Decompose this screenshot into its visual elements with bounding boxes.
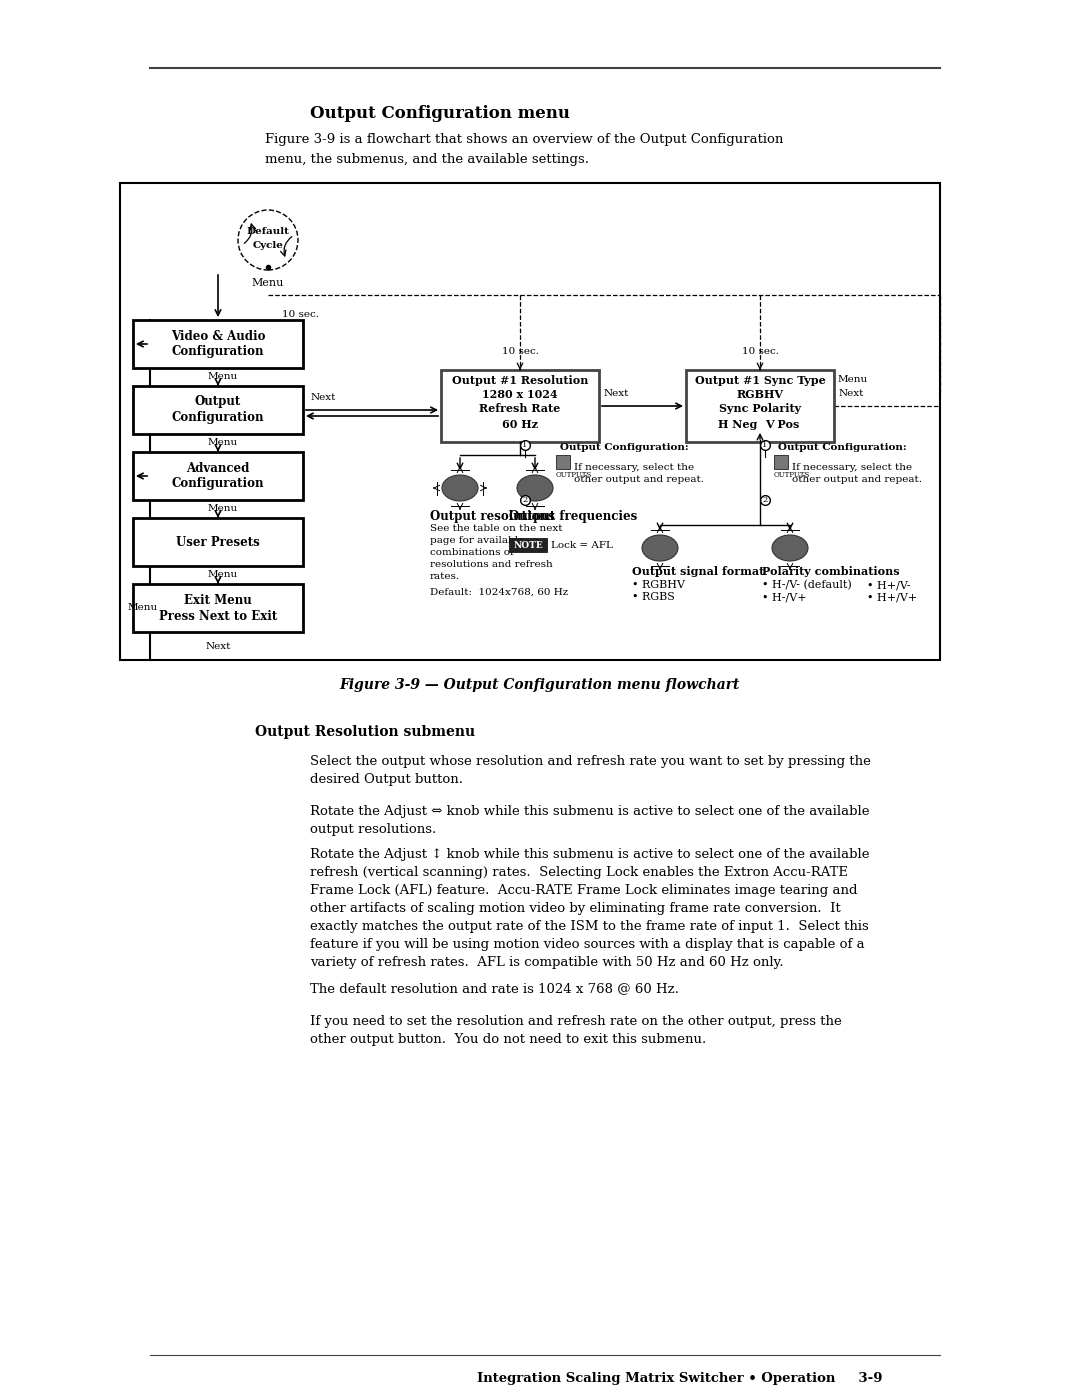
Bar (509, 538, 546, 552)
Text: Default:  1024x768, 60 Hz: Default: 1024x768, 60 Hz (430, 588, 568, 597)
Bar (686, 370, 834, 441)
Bar (133, 518, 303, 566)
Text: OUTPUTS: OUTPUTS (556, 471, 592, 479)
Text: Next: Next (604, 388, 630, 398)
Text: Next: Next (839, 388, 864, 398)
Text: Next: Next (311, 393, 336, 402)
Text: Rotate the Adjust ↕ knob while this submenu is active to select one of the avail: Rotate the Adjust ↕ knob while this subm… (310, 848, 869, 861)
Ellipse shape (517, 475, 553, 502)
Text: If you need to set the resolution and refresh rate on the other output, press th: If you need to set the resolution and re… (310, 1016, 841, 1028)
Text: Output signal format: Output signal format (632, 566, 765, 577)
Text: Lock = AFL: Lock = AFL (551, 541, 612, 549)
Text: Advanced
Configuration: Advanced Configuration (172, 461, 265, 490)
Bar (133, 584, 303, 631)
Text: Cycle: Cycle (253, 242, 283, 250)
Text: OUTPUTS: OUTPUTS (774, 471, 810, 479)
Text: 10 sec.: 10 sec. (282, 310, 319, 319)
Text: • H-/V- (default): • H-/V- (default) (762, 580, 852, 591)
Ellipse shape (642, 535, 678, 562)
Text: Menu: Menu (252, 278, 284, 288)
Text: Video & Audio
Configuration: Video & Audio Configuration (171, 330, 266, 359)
Text: NOTE: NOTE (513, 541, 543, 549)
Text: See the table on the next: See the table on the next (430, 524, 563, 534)
Text: Select the output whose resolution and refresh rate you want to set by pressing : Select the output whose resolution and r… (310, 754, 870, 787)
Text: 2: 2 (523, 496, 528, 504)
Text: Output frequencies: Output frequencies (509, 510, 637, 522)
Text: The default resolution and rate is 1024 x 768 @ 60 Hz.: The default resolution and rate is 1024 … (310, 982, 679, 995)
Text: Output Configuration menu: Output Configuration menu (310, 105, 570, 122)
Text: rates.: rates. (430, 571, 460, 581)
Text: Polarity combinations: Polarity combinations (762, 566, 900, 577)
Text: menu, the submenus, and the available settings.: menu, the submenus, and the available se… (265, 154, 589, 166)
Text: If necessary, select the: If necessary, select the (792, 462, 913, 472)
Text: Output Configuration:: Output Configuration: (561, 443, 689, 453)
Text: 60 Hz: 60 Hz (502, 419, 538, 429)
Text: other output and repeat.: other output and repeat. (792, 475, 922, 483)
Bar (120, 183, 940, 659)
Text: • H-/V+: • H-/V+ (762, 592, 807, 602)
Bar (133, 453, 303, 500)
Text: Integration Scaling Matrix Switcher • Operation     3-9: Integration Scaling Matrix Switcher • Op… (477, 1372, 882, 1384)
Text: Figure 3-9 is a flowchart that shows an overview of the Output Configuration: Figure 3-9 is a flowchart that shows an … (265, 133, 783, 147)
Text: RGBHV: RGBHV (737, 390, 783, 401)
Text: • H+/V-: • H+/V- (867, 580, 910, 590)
Bar (774, 455, 788, 469)
Text: 1: 1 (762, 441, 768, 448)
Text: other output and repeat.: other output and repeat. (573, 475, 704, 483)
Text: Output
Configuration: Output Configuration (172, 395, 265, 425)
Bar (133, 320, 303, 367)
Text: 1280 x 1024: 1280 x 1024 (482, 390, 557, 401)
Text: Refresh Rate: Refresh Rate (480, 404, 561, 415)
Text: other output button.  You do not need to exit this submenu.: other output button. You do not need to … (310, 1032, 706, 1046)
Ellipse shape (772, 535, 808, 562)
Text: Rotate the Adjust ⇔ knob while this submenu is active to select one of the avail: Rotate the Adjust ⇔ knob while this subm… (310, 805, 869, 837)
Text: Output #1 Resolution: Output #1 Resolution (451, 376, 589, 387)
Text: Menu: Menu (838, 374, 868, 384)
Text: Menu: Menu (208, 570, 238, 578)
Text: Figure 3-9 — Output Configuration menu flowchart: Figure 3-9 — Output Configuration menu f… (340, 678, 740, 692)
Text: • RGBS: • RGBS (632, 592, 675, 602)
Text: Output resolutions: Output resolutions (430, 510, 555, 522)
Text: exactly matches the output rate of the ISM to the frame rate of input 1.  Select: exactly matches the output rate of the I… (310, 921, 868, 933)
Text: Sync Polarity: Sync Polarity (719, 404, 801, 415)
Text: H Neg: H Neg (718, 419, 758, 429)
Text: Menu: Menu (129, 604, 158, 612)
Text: User Presets: User Presets (176, 535, 260, 549)
Text: Exit Menu
Press Next to Exit: Exit Menu Press Next to Exit (159, 594, 278, 623)
Text: Default: Default (246, 228, 289, 236)
Text: Next: Next (205, 643, 231, 651)
Text: • RGBHV: • RGBHV (632, 580, 685, 590)
Text: 1: 1 (523, 441, 528, 448)
Text: page for available: page for available (430, 536, 524, 545)
Text: Menu: Menu (208, 439, 238, 447)
Text: • H+/V+: • H+/V+ (867, 592, 917, 602)
Ellipse shape (442, 475, 478, 502)
Bar (133, 386, 303, 434)
Text: Output Configuration:: Output Configuration: (778, 443, 907, 453)
Text: 2: 2 (762, 496, 768, 504)
Text: variety of refresh rates.  AFL is compatible with 50 Hz and 60 Hz only.: variety of refresh rates. AFL is compati… (310, 956, 784, 970)
Text: Menu: Menu (208, 372, 238, 381)
Text: refresh (vertical scanning) rates.  Selecting Lock enables the Extron Accu-RATE: refresh (vertical scanning) rates. Selec… (310, 866, 848, 879)
Text: 10 sec.: 10 sec. (742, 346, 779, 356)
Bar (556, 455, 570, 469)
Text: combinations of: combinations of (430, 548, 514, 557)
Text: feature if you will be using motion video sources with a display that is capable: feature if you will be using motion vide… (310, 937, 865, 951)
Text: 10 sec.: 10 sec. (501, 346, 539, 356)
Bar (441, 370, 599, 441)
Text: Output #1 Sync Type: Output #1 Sync Type (694, 376, 825, 387)
Text: Frame Lock (AFL) feature.  Accu-RATE Frame Lock eliminates image tearing and: Frame Lock (AFL) feature. Accu-RATE Fram… (310, 884, 858, 897)
Text: other artifacts of scaling motion video by eliminating frame rate conversion.  I: other artifacts of scaling motion video … (310, 902, 840, 915)
Text: resolutions and refresh: resolutions and refresh (430, 560, 553, 569)
Text: If necessary, select the: If necessary, select the (573, 462, 694, 472)
Text: Output Resolution submenu: Output Resolution submenu (255, 725, 475, 739)
Text: Menu: Menu (208, 504, 238, 513)
Text: V Pos: V Pos (765, 419, 799, 429)
